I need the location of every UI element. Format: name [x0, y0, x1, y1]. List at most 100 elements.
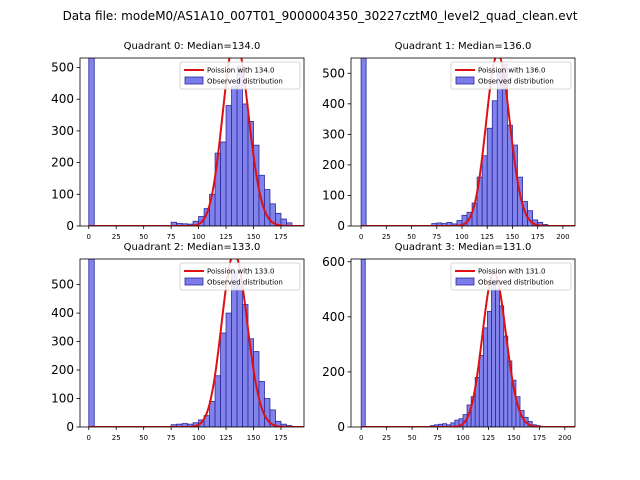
x-tick-label: 0 [359, 434, 363, 442]
legend-bar-swatch [184, 277, 204, 286]
poisson-fit-line [361, 271, 575, 427]
histogram-bar [242, 103, 249, 226]
x-tick-label: 150 [247, 434, 260, 442]
histogram-bar [225, 105, 232, 226]
histogram-bar [360, 58, 367, 226]
x-tick-label: 0 [87, 233, 91, 241]
suptitle: Data file: modeM0/AS1A10_007T01_90000043… [63, 9, 578, 23]
subplot-3: 0 25 50 75 100 125 150 175 200 0 200 400 600 Quadrant… [322, 242, 576, 442]
y-tick-label: 600 [322, 255, 345, 269]
y-tick-label: 0 [66, 219, 74, 233]
histogram-bar [482, 327, 488, 427]
histogram-bar [220, 141, 227, 226]
y-tick-label: 500 [51, 61, 74, 75]
subplot-title: Quadrant 1: Median=136.0 [395, 41, 532, 52]
x-tick-label: 200 [556, 233, 569, 241]
legend-label-fit: Poission with 133.0 [207, 268, 275, 276]
x-tick-label: 25 [382, 233, 391, 241]
x-tick-label: 25 [112, 434, 121, 442]
legend-label-observed: Observed distribution [207, 279, 283, 287]
y-tick-label: 100 [322, 188, 345, 202]
x-tick-label: 25 [382, 434, 391, 442]
subplot-title: Quadrant 0: Median=134.0 [124, 41, 261, 52]
histogram-bar [486, 127, 493, 226]
histogram-bar [478, 354, 484, 427]
x-tick-label: 75 [432, 233, 441, 241]
y-tick-label: 400 [51, 92, 74, 106]
x-tick-label: 125 [219, 233, 232, 241]
y-tick-label: 200 [322, 365, 345, 379]
histogram-bar [499, 305, 505, 427]
histogram-bar [225, 312, 232, 427]
y-tick-label: 400 [322, 97, 345, 111]
x-tick-label: 0 [87, 434, 91, 442]
subplot-1: 0 25 50 75 100 125 150 175 200 0 100 200 300 400 500 Qu… [322, 41, 576, 241]
x-tick-label: 125 [481, 233, 494, 241]
histogram-bar [88, 259, 95, 427]
legend-bar-swatch [455, 76, 475, 85]
y-tick-label: 100 [51, 392, 74, 406]
histogram-bar [236, 65, 243, 226]
legend-label-observed: Observed distribution [478, 279, 554, 287]
subplot-title: Quadrant 3: Median=131.0 [395, 242, 532, 253]
histogram-bar [481, 155, 488, 226]
legend-bar-swatch [455, 277, 475, 286]
legend-label-observed: Observed distribution [207, 78, 283, 86]
x-tick-label: 200 [558, 434, 571, 442]
x-tick-label: 100 [455, 233, 468, 241]
histogram-bar [214, 375, 221, 427]
histogram-bar [236, 284, 243, 427]
x-tick-label: 175 [531, 233, 544, 241]
y-tick-label: 400 [322, 310, 345, 324]
x-tick-label: 50 [139, 233, 148, 241]
x-tick-label: 175 [274, 434, 287, 442]
poisson-fit-line [88, 58, 304, 226]
subplot-2: 0 25 50 75 100 125 150 175 0 100 200 300 400 500 Quadr… [51, 242, 305, 442]
subplot-title: Quadrant 2: Median=133.0 [124, 242, 261, 253]
x-tick-label: 100 [456, 434, 469, 442]
x-tick-label: 125 [219, 434, 232, 442]
x-tick-label: 25 [112, 233, 121, 241]
x-tick-label: 100 [192, 233, 205, 241]
y-tick-label: 500 [322, 66, 345, 80]
y-tick-label: 300 [51, 335, 74, 349]
x-tick-label: 50 [139, 434, 148, 442]
x-tick-label: 50 [408, 434, 417, 442]
x-tick-label: 75 [167, 233, 176, 241]
histogram-bar [231, 86, 238, 226]
axes-frame [79, 258, 305, 428]
y-tick-label: 400 [51, 306, 74, 320]
legend-label-fit: Poission with 136.0 [478, 67, 546, 75]
y-tick-label: 300 [51, 124, 74, 138]
histogram-bar [496, 71, 503, 226]
y-tick-label: 200 [51, 156, 74, 170]
histogram-bar [495, 288, 501, 427]
legend-box [179, 262, 301, 291]
subplot-0: 0 25 50 75 100 125 150 175 0 100 200 300 400 500 Quadr… [51, 41, 305, 241]
legend-bar-swatch [184, 76, 204, 85]
legend-box [450, 262, 572, 291]
histogram-bar [220, 332, 227, 427]
x-tick-label: 175 [533, 434, 546, 442]
x-tick-label: 0 [359, 233, 363, 241]
legend-label-observed: Observed distribution [478, 78, 554, 86]
histogram-bar [360, 259, 366, 427]
poisson-fit-line [361, 58, 575, 226]
histogram-bar [491, 280, 496, 427]
histogram-bar [88, 58, 95, 226]
histogram-bar [231, 271, 238, 427]
y-tick-label: 0 [337, 219, 345, 233]
y-tick-label: 500 [51, 278, 74, 292]
x-tick-label: 50 [407, 233, 416, 241]
y-tick-label: 200 [51, 363, 74, 377]
histogram-bar [209, 400, 216, 427]
histogram-bar [491, 100, 498, 226]
poisson-fit-line [88, 259, 304, 427]
legend-label-fit: Poission with 131.0 [478, 268, 546, 276]
legend-box [179, 61, 301, 90]
y-tick-label: 200 [322, 158, 345, 172]
axes-frame [79, 57, 305, 227]
x-tick-label: 75 [167, 434, 176, 442]
histogram-bar [487, 310, 492, 427]
